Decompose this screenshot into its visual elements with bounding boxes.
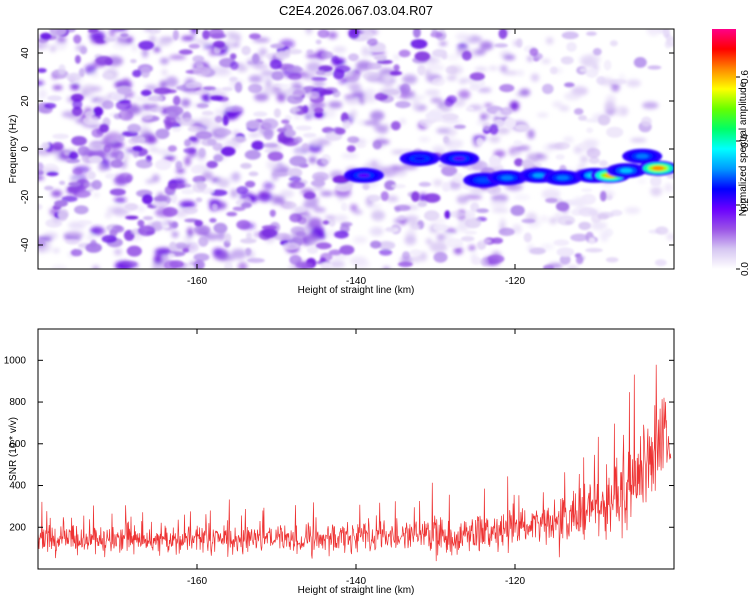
snr-background [38,329,674,569]
signal-track-blob-3-3 [477,178,490,183]
spectrogram-x-tick-label-2: -120 [505,276,525,287]
colorbar: 0.0 0.2 0.4 0.6 Normalized spectral amplitu… [712,29,750,276]
snr-y-tick-label-1: 400 [9,481,26,492]
spectrogram-y-label: Frequency (Hz) [8,115,19,184]
spectrogram-x-label: Height of straight line (km) [298,285,415,296]
signal-track-blob-11-3 [652,166,665,171]
signal-track-blob-5-3 [532,173,545,178]
signal-track-blob-6-3 [556,175,569,180]
spectrogram-x-tick-label-1: -140 [346,276,366,287]
snr-x-tick-label-1: -140 [346,576,366,587]
colorbar-tick-label-3: 0.6 [740,70,750,84]
chart-title: C2E4.2026.067.03.04.R07 [279,3,433,18]
snr-series-line [38,364,672,562]
colorbar-gradient [712,29,736,269]
signal-track-blob-10-3 [636,154,649,159]
colorbar-tick-label-1: 0.2 [740,198,750,212]
snr-panel: -160 -140 -120 200 400 600 800 1000 Height of s… [4,328,675,596]
spectrogram-y-tick-label-2: 0 [20,146,31,152]
spectrogram-ticks: -160 -140 -120 -40 -20 0 20 40 [20,29,674,287]
signal-track-blob-2-3 [453,156,466,161]
snr-x-tick-label-0: -160 [187,576,207,587]
spectrogram-y-tick-label-0: -40 [20,237,31,252]
signal-track-blob-1-3 [413,156,426,161]
snr-x-label: Height of straight line (km) [298,585,415,596]
colorbar-tick-label-0: 0.0 [740,262,750,276]
snr-y-tick-label-4: 1000 [4,355,27,366]
signal-track-blob-0-3 [357,173,370,178]
spectrogram-y-tick-label-1: -20 [20,189,31,204]
colorbar-label: Normalized spectral amplitude [738,81,749,216]
spectrogram-y-tick-label-3: 20 [20,95,31,107]
snr-y-label: SNR (10 * v/v) [8,417,19,481]
colorbar-tick-label-2: 0.4 [740,134,750,148]
spectrogram-x-tick-label-0: -160 [187,276,207,287]
snr-ticks: -160 -140 -120 200 400 600 800 1000 [4,329,674,587]
snr-x-tick-label-2: -120 [505,576,525,587]
snr-y-tick-label-3: 800 [9,397,26,408]
signal-track-blob-9-3 [620,168,633,173]
spectrogram-signal-track [343,148,674,188]
signal-track-blob-4-3 [501,175,514,180]
snr-y-tick-label-2: 600 [9,439,26,450]
snr-y-tick-label-0: 200 [9,522,26,533]
spectrogram-panel: -160 -140 -120 -40 -20 0 20 40 Height of straig… [8,28,675,296]
colorbar-ticks: 0.0 0.2 0.4 0.6 [736,70,750,276]
spectrogram-y-tick-label-4: 40 [20,47,31,59]
